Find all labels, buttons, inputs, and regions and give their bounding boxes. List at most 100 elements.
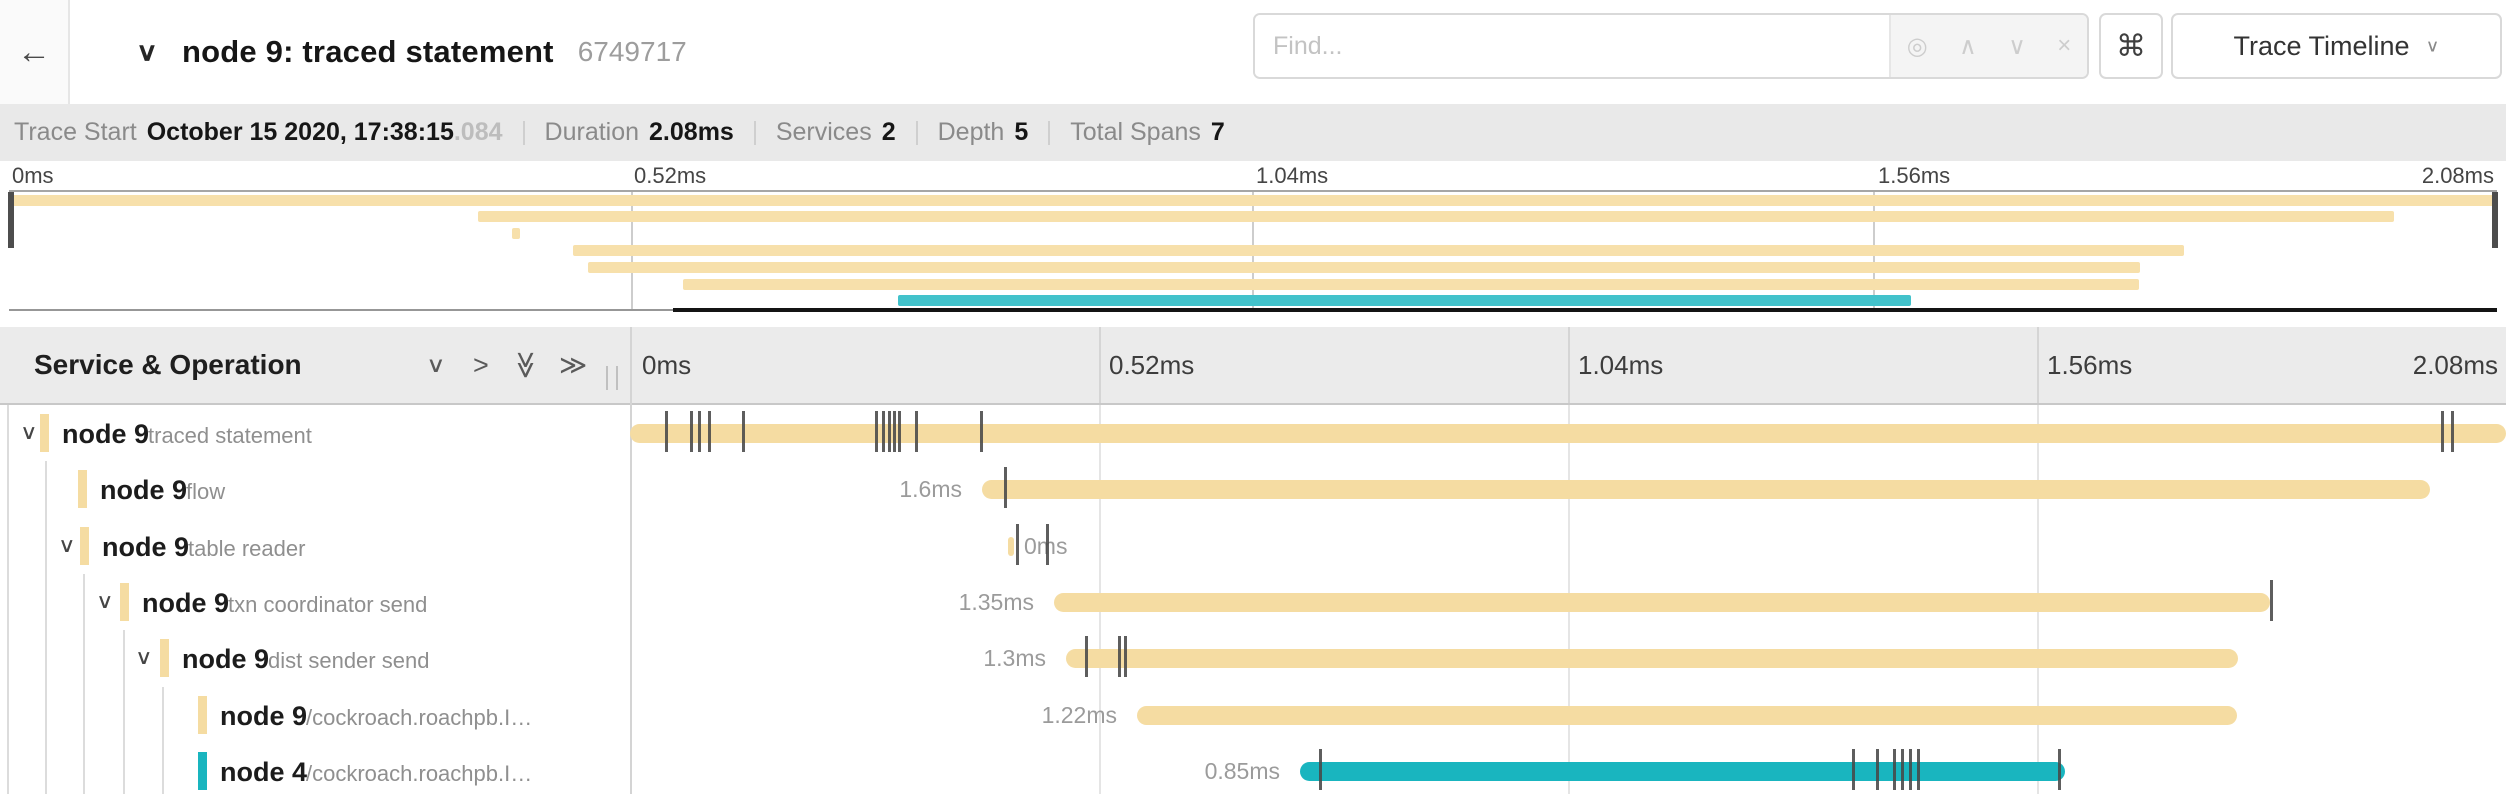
trace-view-dropdown-label: Trace Timeline — [2233, 30, 2410, 61]
span-log-tick — [980, 411, 983, 452]
trace-view-dropdown[interactable]: Trace Timeline ∨ — [2171, 13, 2502, 79]
operation-name: /cockroach.roachpb.I… — [306, 761, 533, 786]
duration-label: Duration — [544, 118, 640, 146]
expand-all-icon[interactable]: ≫ — [559, 350, 588, 380]
title-collapse-chevron-icon[interactable]: ∨ — [136, 37, 158, 67]
span-row-table-reader[interactable]: ∨ node 9 table reader 0ms — [0, 518, 2506, 574]
service-name: node 9 — [102, 532, 190, 562]
operation-name: traced statement — [148, 423, 312, 448]
find-controls: ◎ ∧ ∨ × — [1889, 15, 2087, 77]
collapse-chevron-icon[interactable]: ∨ — [96, 590, 114, 614]
collapse-chevron-icon[interactable]: ∨ — [20, 421, 38, 445]
collapse-one-icon[interactable]: ∨ — [426, 353, 446, 377]
indent-guide — [83, 574, 85, 794]
service-operation-header: Service & Operation — [34, 349, 302, 380]
minimap-tick-label: 1.04ms — [1256, 163, 1329, 188]
span-log-tick — [742, 411, 745, 452]
minimap-left-scrubber[interactable] — [8, 192, 14, 248]
span-duration-label: 1.3ms — [983, 645, 1046, 671]
span-log-tick — [882, 411, 885, 452]
span-row-txn-coordinator-send[interactable]: ∨ node 9 txn coordinator send 1.35ms — [0, 574, 2506, 630]
axis-tick-label: 1.56ms — [2047, 350, 2133, 380]
collapse-chevron-icon[interactable]: ∨ — [135, 646, 153, 670]
column-resizer-grip[interactable] — [606, 366, 618, 390]
depth-label: Depth — [937, 118, 1005, 146]
span-log-tick — [898, 411, 901, 452]
span-log-tick — [893, 411, 896, 452]
operation-name: /cockroach.roachpb.I… — [306, 705, 533, 730]
prev-result-icon[interactable]: ∧ — [1959, 32, 1977, 60]
expand-one-icon[interactable]: > — [473, 350, 489, 380]
span-bar[interactable] — [1137, 706, 2237, 725]
next-result-icon[interactable]: ∨ — [2008, 32, 2026, 60]
indent-guide — [123, 630, 125, 794]
divider — [1048, 120, 1051, 145]
minimap-span-bar — [898, 295, 1911, 306]
span-row-flow[interactable]: node 9 flow 1.6ms — [0, 461, 2506, 517]
span-duration-label: 0.85ms — [1204, 758, 1280, 784]
span-bar[interactable] — [1066, 649, 2238, 668]
operation-name: txn coordinator send — [228, 592, 428, 617]
collapse-all-icon[interactable]: ≫ — [511, 327, 541, 403]
operation-name: dist sender send — [268, 648, 430, 673]
span-log-tick — [2058, 749, 2061, 790]
span-row-node9-rpc[interactable]: node 9 /cockroach.roachpb.I… 1.22ms — [0, 687, 2506, 743]
divider — [522, 120, 525, 145]
span-log-tick — [708, 411, 711, 452]
span-row-node4-rpc[interactable]: node 4 /cockroach.roachpb.I… 0.85ms — [0, 743, 2506, 799]
double-chevron-down-icon: ≫ — [511, 350, 542, 380]
minimap-span-bar — [12, 195, 2494, 206]
span-rows: ∨ node 9 traced statement node 9 flow — [0, 405, 2506, 794]
minimap-tick-label: 1.56ms — [1878, 163, 1951, 188]
minimap-right-scrubber[interactable] — [2492, 192, 2498, 248]
span-log-tick — [665, 411, 668, 452]
trace-minimap[interactable] — [8, 190, 2498, 312]
span-log-tick — [1016, 524, 1019, 565]
command-icon: ⌘ — [2116, 29, 2146, 63]
keyboard-shortcuts-button[interactable]: ⌘ — [2099, 13, 2163, 79]
service-name: node 9 — [220, 701, 308, 731]
indent-guide — [7, 405, 9, 794]
span-duration-label: 0ms — [1024, 518, 1067, 574]
span-row-traced-statement[interactable]: ∨ node 9 traced statement — [0, 405, 2506, 461]
span-log-tick — [1893, 749, 1896, 790]
services-value: 2 — [881, 118, 896, 146]
trace-title-group: ∨ node 9: traced statement 6749717 — [136, 0, 687, 104]
clear-search-icon[interactable]: × — [2057, 32, 2072, 59]
column-divider[interactable] — [630, 327, 632, 794]
service-name: node 9 — [182, 644, 270, 674]
axis-tick-label: 0.52ms — [1109, 350, 1195, 380]
operation-name: flow — [186, 479, 226, 504]
timeline-gridline — [1099, 327, 1101, 403]
span-log-tick — [888, 411, 891, 452]
service-color-swatch — [160, 639, 169, 677]
collapse-chevron-icon[interactable]: ∨ — [58, 534, 76, 558]
locate-icon[interactable]: ◎ — [1906, 32, 1928, 60]
trace-start-value: October 15 2020, 17:38:15 — [146, 118, 454, 146]
span-log-tick — [2270, 580, 2273, 621]
span-bar[interactable] — [982, 480, 2430, 499]
span-bar[interactable] — [630, 424, 2506, 443]
timeline-header: Service & Operation ∨ > ≫ ≫ 0ms 0.52ms 1… — [0, 327, 2506, 405]
span-bar[interactable] — [1300, 762, 2065, 781]
duration-value: 2.08ms — [649, 118, 734, 146]
minimap-tick-label: 2.08ms — [2421, 163, 2494, 188]
minimap-span-bar — [478, 211, 2394, 222]
span-log-tick — [1085, 636, 1088, 677]
span-bar[interactable] — [1008, 537, 1014, 556]
span-bar[interactable] — [1054, 593, 2270, 612]
page-title: node 9: traced statement — [181, 34, 554, 69]
span-log-tick — [1901, 749, 1904, 790]
service-name: node 4 — [220, 757, 308, 787]
trace-summary-bar: Trace Start October 15 2020, 17:38:15 .0… — [0, 104, 2506, 161]
back-arrow-icon: ← — [17, 32, 51, 71]
find-input[interactable] — [1255, 15, 1889, 77]
back-button[interactable]: ← — [0, 0, 70, 104]
trace-id: 6749717 — [577, 36, 687, 67]
service-color-swatch — [120, 583, 129, 621]
axis-tick-label: 1.04ms — [1578, 350, 1664, 380]
services-label: Services — [775, 118, 872, 146]
depth-value: 5 — [1014, 118, 1029, 146]
span-row-dist-sender-send[interactable]: ∨ node 9 dist sender send 1.3ms — [0, 630, 2506, 686]
